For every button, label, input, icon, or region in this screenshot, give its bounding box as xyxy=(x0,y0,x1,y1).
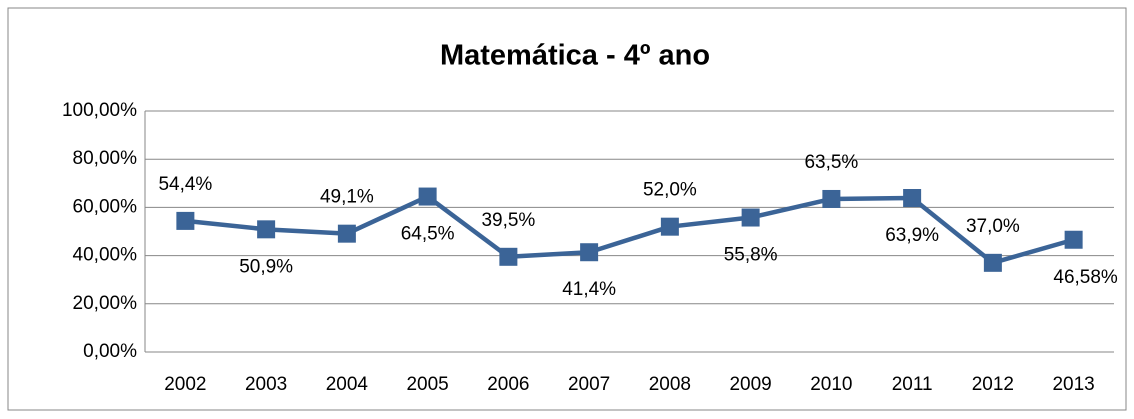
data-marker xyxy=(418,187,437,206)
x-tick-label: 2007 xyxy=(568,374,610,395)
x-tick-label: 2004 xyxy=(326,374,369,395)
x-tick-label: 2011 xyxy=(892,374,933,395)
y-tick-label: 80,00% xyxy=(73,148,138,169)
value-label: 63,9% xyxy=(885,225,939,246)
data-marker xyxy=(903,189,922,208)
data-marker xyxy=(822,189,841,208)
x-tick-label: 2006 xyxy=(487,374,529,395)
data-marker xyxy=(741,208,760,227)
chart-frame xyxy=(7,7,1127,411)
x-tick-label: 2010 xyxy=(810,374,852,395)
value-label: 54,4% xyxy=(158,174,212,195)
chart-title: Matemática - 4º ano xyxy=(440,40,710,72)
x-tick-label: 2003 xyxy=(245,374,287,395)
y-tick-label: 20,00% xyxy=(73,293,138,314)
value-label: 49,1% xyxy=(320,187,374,208)
x-tick-label: 2009 xyxy=(729,374,771,395)
x-tick-label: 2012 xyxy=(972,374,1014,395)
y-tick-label: 60,00% xyxy=(73,196,138,217)
data-marker xyxy=(176,211,195,230)
value-label: 46,58% xyxy=(1053,267,1118,288)
value-label: 52,0% xyxy=(643,180,697,201)
value-label: 41,4% xyxy=(562,279,616,300)
value-label: 63,5% xyxy=(804,152,858,173)
x-tick-label: 2005 xyxy=(406,374,448,395)
data-marker xyxy=(499,247,518,266)
data-line xyxy=(185,194,1075,266)
x-tick-label: 2008 xyxy=(649,374,691,395)
data-marker xyxy=(983,253,1002,272)
value-label: 37,0% xyxy=(966,216,1020,237)
y-tick-label: 100,00% xyxy=(62,100,137,121)
data-marker xyxy=(660,217,679,236)
value-label: 50,9% xyxy=(239,256,293,277)
data-marker xyxy=(257,220,276,239)
y-tick-label: 0,00% xyxy=(83,341,137,362)
x-tick-label: 2013 xyxy=(1052,374,1094,395)
y-tick-label: 40,00% xyxy=(73,245,138,266)
x-tick-label: 2002 xyxy=(164,374,206,395)
value-label: 64,5% xyxy=(401,224,455,245)
value-label: 55,8% xyxy=(724,245,778,266)
data-marker xyxy=(337,224,356,243)
data-marker xyxy=(580,243,599,262)
data-marker xyxy=(1064,230,1083,249)
value-label: 39,5% xyxy=(481,210,535,231)
